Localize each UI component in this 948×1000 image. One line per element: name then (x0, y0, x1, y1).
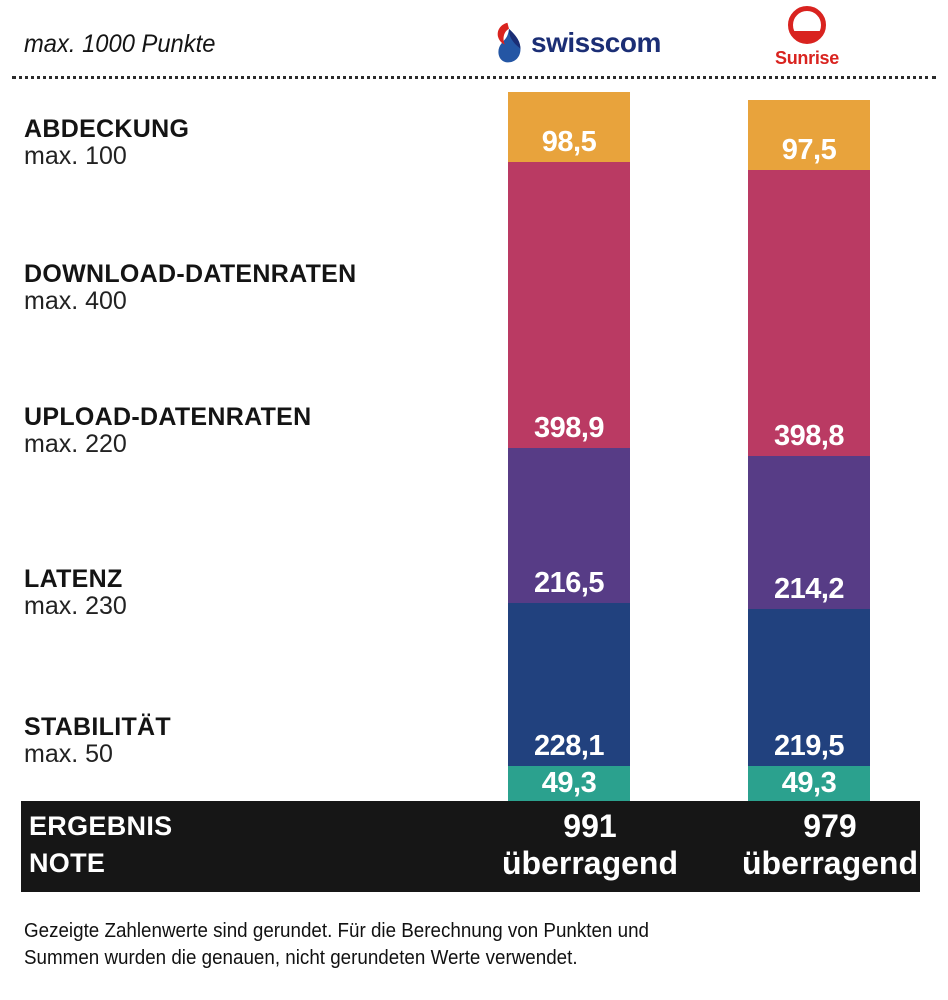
segment-value-label: 97,5 (781, 134, 837, 167)
category-upload-datenraten: UPLOAD-DATENRATEN max. 220 (24, 403, 312, 458)
bar-segment-swisscom-5: 49,3 (508, 765, 630, 801)
bar-segment-sunrise-4: 219,5 (748, 608, 870, 766)
bar-segment-sunrise-2: 398,8 (748, 170, 870, 456)
category-download-datenraten: DOWNLOAD-DATENRATEN max. 400 (24, 260, 357, 315)
header-divider (12, 76, 936, 79)
bar-segment-swisscom-2: 398,9 (508, 162, 630, 448)
bar-swisscom: 98,5 398,9 216,5 228,1 49,3 (508, 91, 630, 801)
result-swisscom-grade: überragend (501, 845, 679, 881)
bar-segment-swisscom-1: 98,5 (508, 91, 630, 163)
sunrise-wordmark: Sunrise (775, 48, 839, 68)
bar-segment-sunrise-1: 97,5 (748, 100, 870, 171)
result-label-note: NOTE (29, 848, 106, 878)
category-latenz: LATENZ max. 230 (24, 565, 127, 620)
category-stabilitaet: STABILITÄT max. 50 (24, 713, 171, 768)
result-sunrise-points: 979 (803, 808, 857, 844)
segment-value-label: 49,3 (541, 767, 597, 799)
max-points-title: max. 1000 Punkte (24, 30, 216, 58)
segment-value-label: 98,5 (541, 126, 597, 159)
result-label-ergebnis: ERGEBNIS (29, 811, 173, 841)
bar-segment-sunrise-5: 49,3 (748, 765, 870, 801)
bar-segment-swisscom-4: 228,1 (508, 602, 630, 766)
category-abdeckung: ABDECKUNG max. 100 (24, 115, 190, 170)
segment-value-label: 214,2 (773, 572, 845, 605)
segment-value-label: 398,8 (773, 419, 845, 452)
segment-value-label: 228,1 (533, 729, 605, 762)
result-box: ERGEBNIS NOTE 991 überragend 979 überrag… (21, 801, 920, 892)
swisscom-logo: swisscom (494, 22, 661, 64)
segment-value-label: 219,5 (773, 729, 845, 762)
sunrise-logo: Sunrise (768, 5, 846, 69)
segment-value-label: 49,3 (781, 767, 837, 799)
result-swisscom-points: 991 (563, 808, 617, 844)
bar-segment-sunrise-3: 214,2 (748, 455, 870, 609)
swisscom-wordmark: swisscom (531, 27, 661, 58)
sunrise-sun-icon (788, 6, 826, 44)
segment-value-label: 398,9 (533, 411, 605, 444)
bar-segment-swisscom-3: 216,5 (508, 447, 630, 603)
segment-value-label: 216,5 (533, 566, 605, 599)
result-sunrise-grade: überragend (741, 845, 919, 881)
footnote: Gezeigte Zahlenwerte sind gerundet. Für … (24, 920, 649, 969)
result-swisscom: 991 überragend (480, 808, 700, 882)
bar-sunrise: 97,5 398,8 214,2 219,5 49,3 (748, 100, 870, 801)
swisscom-flame-icon (497, 22, 521, 63)
result-sunrise: 979 überragend (720, 808, 940, 882)
result-row-labels: ERGEBNIS NOTE (29, 808, 172, 882)
